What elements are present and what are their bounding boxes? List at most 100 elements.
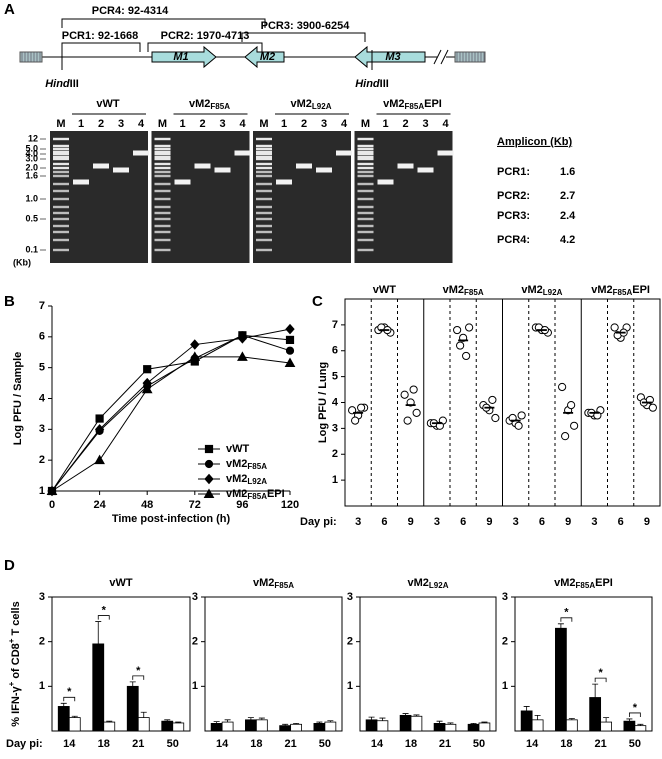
y-tick-label: 3 (502, 591, 508, 603)
ladder-band (53, 189, 69, 193)
text-part: L92A (429, 581, 449, 590)
pcr-band (296, 163, 312, 169)
text-part: vWT (373, 284, 397, 296)
y-tick-label: 3 (192, 591, 198, 603)
text-part: EPI (632, 284, 650, 296)
ladder-band (53, 150, 69, 154)
gel-group-label: vM2L92A (291, 98, 332, 111)
dot (648, 403, 657, 412)
pcr-bracket (147, 42, 263, 52)
ladder-band (53, 157, 69, 161)
ladder-band (154, 144, 171, 148)
marker (237, 351, 248, 361)
amplicon-name: PCR4: (497, 234, 530, 246)
ladder-band (357, 152, 374, 156)
text-part: vWT (226, 443, 250, 455)
significance-bracket (132, 675, 145, 680)
ladder-band (154, 189, 171, 193)
legend-marker (204, 444, 214, 454)
ladder-band (154, 224, 171, 228)
amplicon-size: 2.4 (560, 210, 576, 222)
dot (412, 408, 421, 417)
x-tick-label: 21 (595, 738, 607, 750)
text-part: III (380, 78, 389, 90)
y-tick-label: 3 (39, 423, 45, 435)
text-part: % IFN-γ (10, 686, 22, 727)
error-bar (258, 717, 265, 720)
x-tick-label: 50 (473, 738, 485, 750)
x-tick-label: 6 (460, 516, 466, 528)
series-line (51, 328, 291, 492)
ladder-band (357, 182, 374, 186)
ladder-band (53, 144, 69, 148)
y-tick-label: 2 (347, 636, 353, 648)
ladder-band (53, 248, 69, 252)
pcr-band (214, 167, 231, 173)
ladder-band (154, 157, 171, 161)
error-bar (379, 717, 386, 721)
error-bar (470, 723, 477, 725)
y-tick-label: 2 (332, 448, 338, 460)
bar (520, 710, 533, 732)
bar (623, 720, 636, 732)
x-tick-label: 50 (167, 738, 179, 750)
bar (126, 685, 139, 732)
bar (103, 721, 116, 732)
y-tick-label: 4 (39, 392, 46, 404)
ladder-band (357, 224, 374, 228)
error-bar (282, 723, 289, 726)
ladder-band (357, 170, 374, 174)
x-tick-label: 18 (560, 738, 572, 750)
legend-marker (204, 459, 214, 469)
gel-group-label: vWT (96, 98, 120, 110)
error-bar (436, 720, 443, 724)
gene-label: M1 (173, 51, 188, 63)
ladder-band (53, 166, 69, 170)
pcr-band (93, 163, 109, 169)
pcr-band (377, 179, 394, 185)
x-tick-label: 14 (526, 738, 539, 750)
dot (465, 323, 474, 332)
ladder-band (154, 205, 171, 209)
text-part: vM2 (291, 98, 312, 110)
bar (313, 723, 326, 732)
lane-label: M (259, 118, 268, 130)
gel-group-label: vM2F85A (189, 98, 230, 111)
significance-mark: * (102, 604, 107, 616)
bar (433, 723, 446, 732)
gene-label: M3 (385, 51, 400, 63)
pcr-bracket (241, 32, 366, 42)
chart-title: vWT (109, 577, 133, 589)
ladder-band (256, 157, 272, 161)
text-part: vM2 (226, 488, 247, 500)
x-tick-label: 48 (141, 499, 153, 511)
marker-label: 0.1 (25, 244, 38, 254)
dot (456, 341, 465, 350)
y-tick-label: 6 (332, 345, 338, 357)
ladder-band (53, 211, 69, 215)
x-tick-label: 18 (250, 738, 262, 750)
ladder-band (256, 248, 272, 252)
error-bar (140, 711, 147, 718)
ladder-band (154, 155, 171, 159)
y-tick-label: 1 (39, 680, 45, 692)
dot (357, 403, 366, 412)
group-title: vM2L92A (521, 284, 562, 297)
significance-bracket (97, 615, 110, 620)
y-tick-label: 2 (39, 454, 45, 466)
dot (351, 416, 360, 425)
legend-label: vM2F85AEPI (226, 488, 285, 501)
bar (478, 722, 491, 732)
dot (561, 432, 570, 441)
chart-title: vM2L92A (408, 577, 449, 590)
break-mark (440, 49, 449, 65)
bar (444, 723, 457, 732)
error-bar (368, 716, 375, 720)
ladder-band (154, 152, 171, 156)
marker (95, 414, 104, 423)
series-line (51, 356, 291, 492)
lane-label: M (56, 118, 65, 130)
x-axis-title: Day pi: (6, 738, 43, 750)
text-part: F85A (576, 581, 596, 590)
